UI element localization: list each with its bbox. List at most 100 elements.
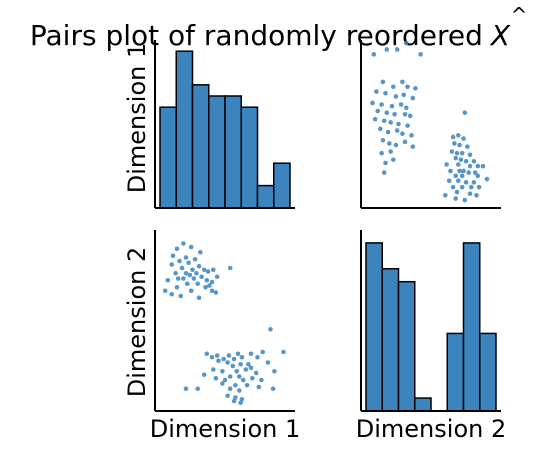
scatter-point — [405, 123, 410, 128]
scatter-point — [472, 170, 478, 175]
scatter-point — [450, 134, 456, 140]
scatter-point — [444, 162, 449, 167]
scatter-point — [198, 249, 203, 255]
scatter-point — [374, 89, 379, 94]
histogram-bar — [273, 162, 291, 209]
scatter-point — [209, 354, 215, 360]
scatter-point — [448, 168, 453, 174]
scatter-point — [459, 184, 465, 190]
scatter-point — [188, 244, 194, 250]
scatter-point — [213, 290, 219, 295]
scatter-point — [401, 92, 407, 98]
scatter-point — [391, 84, 396, 90]
scatter-point — [183, 270, 189, 276]
scatter-point — [393, 94, 399, 99]
scatter-point — [170, 253, 176, 259]
scatter-point — [243, 367, 249, 372]
scatter-point — [471, 158, 477, 164]
scatter-point — [220, 381, 225, 386]
scatter-point — [221, 356, 226, 362]
scatter-point — [456, 178, 461, 183]
scatter-point — [195, 386, 200, 392]
scatter-point — [463, 180, 469, 185]
histogram-bar — [191, 84, 210, 209]
scatter-point — [410, 95, 416, 101]
scatter-point — [453, 155, 459, 161]
scatter-point — [203, 284, 208, 290]
scatter-point — [404, 105, 409, 111]
scatter-point — [191, 276, 197, 281]
histogram-bar — [208, 95, 226, 209]
scatter-point — [398, 102, 404, 107]
scatter-point — [220, 368, 225, 374]
histogram-bar — [224, 95, 242, 209]
scatter-point — [381, 118, 387, 124]
scatter-point — [387, 141, 392, 146]
histogram-bar — [175, 50, 194, 209]
scatter-point — [207, 283, 212, 288]
scatter-point — [383, 160, 388, 166]
scatter-point — [177, 258, 182, 264]
scatter-point — [213, 375, 219, 381]
scatter-point — [469, 184, 474, 190]
scatter-point — [467, 191, 473, 196]
scatter-point — [237, 374, 242, 379]
scatter-point — [462, 110, 468, 115]
scatter-point — [235, 351, 241, 357]
scatter-point — [471, 180, 477, 185]
scatter-point — [211, 267, 216, 273]
scatter-point — [227, 265, 233, 271]
scatter-point — [179, 265, 185, 271]
histogram-bar — [365, 242, 383, 412]
scatter-point — [457, 142, 462, 148]
scatter-point — [463, 158, 469, 164]
scatter-point — [201, 267, 207, 273]
scatter-point — [169, 291, 174, 297]
scatter-point — [185, 281, 190, 287]
x-axis-label-col-0: Dimension 1 — [150, 415, 300, 443]
scatter-point — [467, 163, 473, 169]
histogram-bar — [397, 280, 416, 412]
scatter-point — [453, 196, 459, 201]
scatter-point — [186, 260, 191, 266]
scatter-point — [265, 360, 271, 365]
scatter-point — [248, 351, 254, 357]
panel-1-0-scatter — [154, 230, 295, 412]
scatter-point — [370, 100, 375, 106]
scatter-point — [272, 368, 277, 374]
chart-title: Pairs plot of randomly reordered X — [30, 19, 511, 52]
pairs-panels — [154, 40, 501, 412]
scatter-point — [162, 288, 168, 294]
chart-title-accent: ^ — [511, 3, 528, 27]
scatter-point — [378, 126, 383, 132]
scatter-point — [480, 163, 486, 169]
panel-1-1-histogram — [360, 230, 501, 412]
scatter-point — [394, 47, 400, 52]
scatter-point — [238, 400, 243, 406]
scatter-point — [388, 149, 394, 154]
scatter-point — [195, 281, 200, 287]
scatter-point — [375, 108, 381, 114]
scatter-point — [233, 382, 238, 388]
histogram-bar — [256, 184, 275, 209]
scatter-point — [174, 246, 180, 252]
scatter-point — [465, 144, 470, 149]
scatter-point — [188, 288, 194, 294]
scatter-point — [181, 276, 186, 281]
scatter-point — [174, 284, 180, 290]
panel-0-1-scatter — [360, 40, 501, 209]
scatter-point — [214, 274, 220, 280]
histogram-bar — [240, 106, 259, 209]
scatter-point — [388, 120, 394, 125]
scatter-point — [466, 170, 472, 175]
scatter-point — [237, 388, 242, 393]
scatter-point — [454, 150, 460, 156]
scatter-point — [256, 384, 262, 390]
scatter-point — [405, 84, 410, 90]
scatter-point — [443, 192, 448, 198]
scatter-point — [239, 396, 245, 402]
scatter-point — [454, 189, 460, 195]
scatter-point — [178, 293, 184, 299]
scatter-point — [226, 353, 232, 358]
